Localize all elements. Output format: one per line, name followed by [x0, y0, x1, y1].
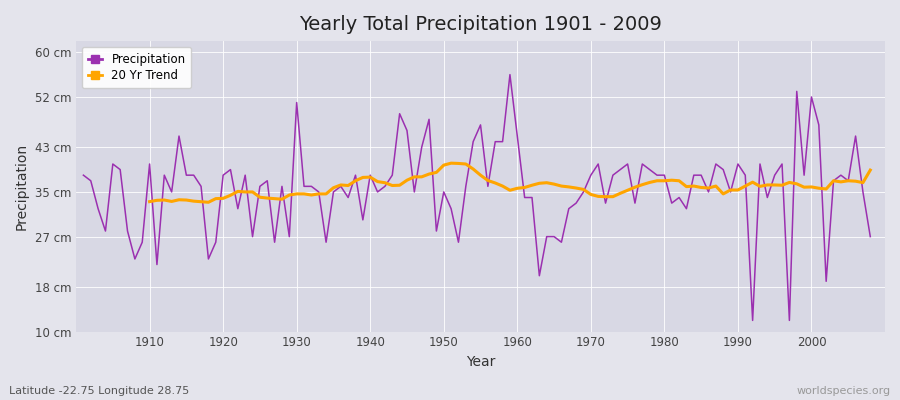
Legend: Precipitation, 20 Yr Trend: Precipitation, 20 Yr Trend [82, 47, 192, 88]
Title: Yearly Total Precipitation 1901 - 2009: Yearly Total Precipitation 1901 - 2009 [299, 15, 662, 34]
X-axis label: Year: Year [466, 355, 495, 369]
Text: Latitude -22.75 Longitude 28.75: Latitude -22.75 Longitude 28.75 [9, 386, 189, 396]
Text: worldspecies.org: worldspecies.org [796, 386, 891, 396]
Y-axis label: Precipitation: Precipitation [15, 143, 29, 230]
